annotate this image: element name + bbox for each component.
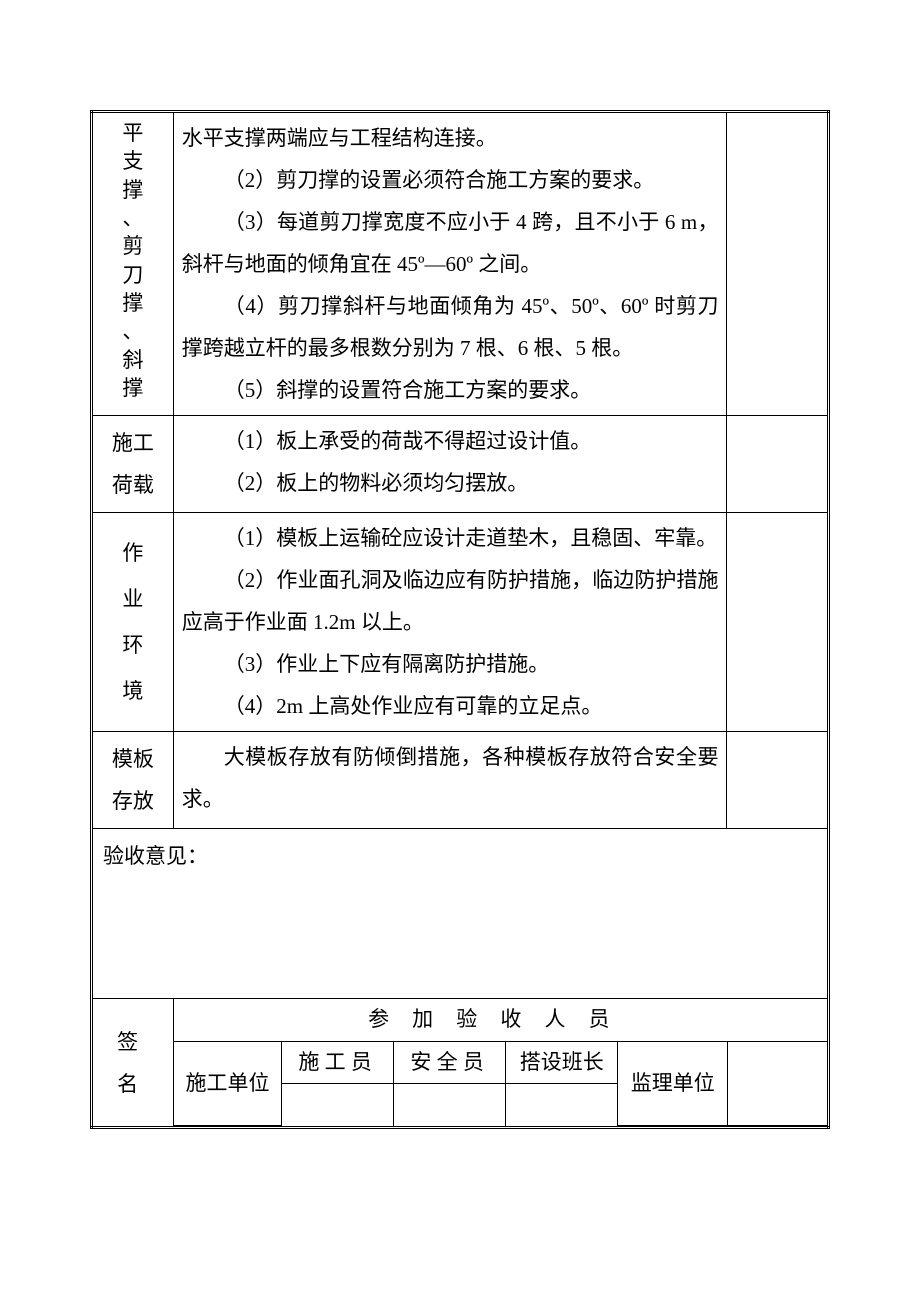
row-check-env [727, 513, 829, 732]
row-label-env: 作业环境 [92, 513, 174, 732]
inspection-table: 平支撑、剪刀撑、斜撑 水平支撑两端应与工程结构连接。 （2）剪刀撑的设置必须符合… [90, 110, 830, 1129]
supervision-unit-label: 监理单位 [618, 1041, 728, 1126]
row-check-load [727, 416, 829, 513]
table-row: 模板存放 大模板存放有防倾倒措施，各种模板存放符合安全要求。 [92, 732, 829, 829]
construction-unit-label: 施工单位 [174, 1041, 282, 1126]
row-content-support: 水平支撑两端应与工程结构连接。 （2）剪刀撑的设置必须符合施工方案的要求。 （3… [173, 112, 727, 416]
constructor-label: 施工员 [282, 1041, 394, 1084]
constructor-sign-cell [282, 1084, 394, 1126]
safety-officer-sign-cell [394, 1084, 506, 1126]
row-label-load: 施工荷载 [92, 416, 174, 513]
row-label-storage: 模板存放 [92, 732, 174, 829]
signature-row: 签名 参加验收人员 施工单位 施工员 安全员 搭设班长 监理单位 [92, 999, 829, 1128]
row-label-support: 平支撑、剪刀撑、斜撑 [92, 112, 174, 416]
opinion-row: 验收意见： [92, 829, 829, 999]
signature-content: 参加验收人员 施工单位 施工员 安全员 搭设班长 监理单位 [173, 999, 828, 1128]
setup-leader-label: 搭设班长 [506, 1041, 618, 1084]
row-check-support [727, 112, 829, 416]
opinion-label: 验收意见： [103, 844, 208, 868]
opinion-cell: 验收意见： [92, 829, 829, 999]
supervision-sign-cell [728, 1041, 827, 1126]
table-row: 施工荷载 （1）板上承受的荷哉不得超过设计值。 （2）板上的物料必须均匀摆放。 [92, 416, 829, 513]
row-content-env: （1）模板上运输砼应设计走道垫木，且稳固、牢靠。 （2）作业面孔洞及临边应有防护… [173, 513, 727, 732]
safety-officer-label: 安全员 [394, 1041, 506, 1084]
table-row: 平支撑、剪刀撑、斜撑 水平支撑两端应与工程结构连接。 （2）剪刀撑的设置必须符合… [92, 112, 829, 416]
participants-table: 参加验收人员 施工单位 施工员 安全员 搭设班长 监理单位 [174, 999, 827, 1126]
table-row: 作业环境 （1）模板上运输砼应设计走道垫木，且稳固、牢靠。 （2）作业面孔洞及临… [92, 513, 829, 732]
setup-leader-sign-cell [506, 1084, 618, 1126]
signature-label: 签名 [92, 999, 174, 1128]
row-content-load: （1）板上承受的荷哉不得超过设计值。 （2）板上的物料必须均匀摆放。 [173, 416, 727, 513]
participants-header: 参加验收人员 [174, 999, 827, 1041]
row-content-storage: 大模板存放有防倾倒措施，各种模板存放符合安全要求。 [173, 732, 727, 829]
row-check-storage [727, 732, 829, 829]
